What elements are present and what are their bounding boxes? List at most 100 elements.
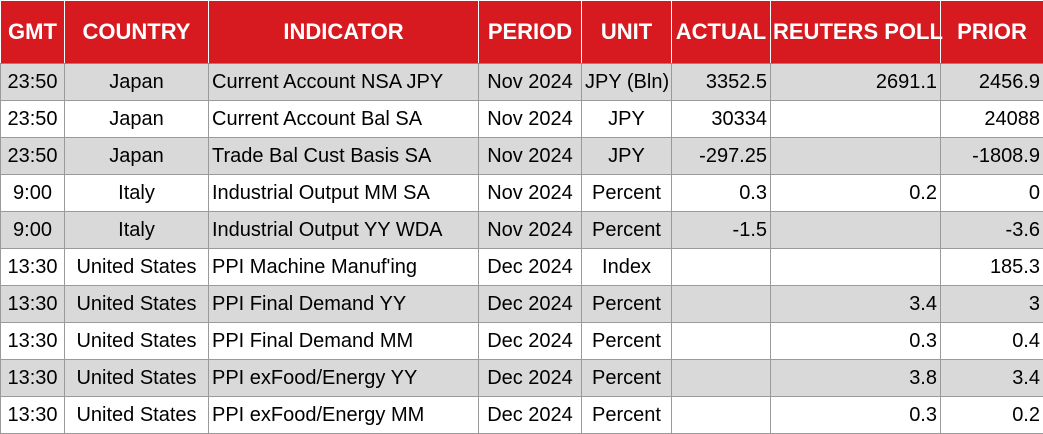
cell-prior: 3: [941, 286, 1043, 323]
cell-indicator: Current Account Bal SA: [209, 101, 479, 138]
cell-country: Italy: [65, 175, 209, 212]
cell-unit: Index: [582, 249, 672, 286]
table-row: 23:50 Japan Trade Bal Cust Basis SA Nov …: [1, 138, 1043, 175]
cell-indicator: PPI Final Demand MM: [209, 323, 479, 360]
cell-gmt: 13:30: [1, 323, 65, 360]
cell-actual: [672, 360, 771, 397]
cell-actual: 30334: [672, 101, 771, 138]
table-row: 13:30 United States PPI Machine Manuf'in…: [1, 249, 1043, 286]
cell-reuters-poll: 3.8: [771, 360, 941, 397]
table-row: 9:00 Italy Industrial Output YY WDA Nov …: [1, 212, 1043, 249]
cell-indicator: PPI exFood/Energy MM: [209, 397, 479, 434]
cell-gmt: 23:50: [1, 101, 65, 138]
cell-unit: Percent: [582, 323, 672, 360]
cell-unit: Percent: [582, 212, 672, 249]
cell-actual: 0.3: [672, 175, 771, 212]
table-row: 13:30 United States PPI exFood/Energy YY…: [1, 360, 1043, 397]
cell-indicator: PPI Final Demand YY: [209, 286, 479, 323]
header-indicator: INDICATOR: [209, 1, 479, 64]
cell-reuters-poll: [771, 212, 941, 249]
cell-actual: [672, 286, 771, 323]
cell-reuters-poll: 0.3: [771, 323, 941, 360]
table-row: 13:30 United States PPI exFood/Energy MM…: [1, 397, 1043, 434]
cell-gmt: 9:00: [1, 175, 65, 212]
cell-actual: [672, 249, 771, 286]
cell-period: Dec 2024: [479, 249, 582, 286]
table-row: 13:30 United States PPI Final Demand MM …: [1, 323, 1043, 360]
cell-actual: [672, 397, 771, 434]
cell-indicator: Industrial Output YY WDA: [209, 212, 479, 249]
cell-period: Dec 2024: [479, 286, 582, 323]
cell-unit: JPY: [582, 138, 672, 175]
table-row: 9:00 Italy Industrial Output MM SA Nov 2…: [1, 175, 1043, 212]
header-unit: UNIT: [582, 1, 672, 64]
cell-reuters-poll: [771, 101, 941, 138]
cell-period: Dec 2024: [479, 397, 582, 434]
cell-unit: JPY (Bln): [582, 64, 672, 101]
header-row: GMT COUNTRY INDICATOR PERIOD UNIT ACTUAL…: [1, 1, 1043, 64]
cell-prior: 3.4: [941, 360, 1043, 397]
cell-unit: Percent: [582, 360, 672, 397]
cell-gmt: 13:30: [1, 397, 65, 434]
cell-period: Nov 2024: [479, 138, 582, 175]
cell-unit: Percent: [582, 175, 672, 212]
cell-country: United States: [65, 249, 209, 286]
cell-indicator: PPI exFood/Energy YY: [209, 360, 479, 397]
cell-period: Nov 2024: [479, 101, 582, 138]
cell-prior: 0.2: [941, 397, 1043, 434]
cell-reuters-poll: 3.4: [771, 286, 941, 323]
cell-prior: -3.6: [941, 212, 1043, 249]
cell-period: Nov 2024: [479, 212, 582, 249]
cell-gmt: 13:30: [1, 360, 65, 397]
cell-actual: [672, 323, 771, 360]
table-body: 23:50 Japan Current Account NSA JPY Nov …: [1, 64, 1043, 434]
cell-gmt: 23:50: [1, 64, 65, 101]
cell-prior: 2456.9: [941, 64, 1043, 101]
cell-unit: JPY: [582, 101, 672, 138]
cell-reuters-poll: 0.3: [771, 397, 941, 434]
cell-period: Nov 2024: [479, 175, 582, 212]
cell-prior: -1808.9: [941, 138, 1043, 175]
table-row: 23:50 Japan Current Account Bal SA Nov 2…: [1, 101, 1043, 138]
cell-prior: 0.4: [941, 323, 1043, 360]
header-actual: ACTUAL: [672, 1, 771, 64]
cell-indicator: Trade Bal Cust Basis SA: [209, 138, 479, 175]
cell-country: United States: [65, 360, 209, 397]
cell-country: United States: [65, 397, 209, 434]
table-header: GMT COUNTRY INDICATOR PERIOD UNIT ACTUAL…: [1, 1, 1043, 64]
table-row: 23:50 Japan Current Account NSA JPY Nov …: [1, 64, 1043, 101]
cell-period: Dec 2024: [479, 360, 582, 397]
header-gmt: GMT: [1, 1, 65, 64]
cell-unit: Percent: [582, 286, 672, 323]
cell-gmt: 13:30: [1, 249, 65, 286]
header-country: COUNTRY: [65, 1, 209, 64]
cell-period: Dec 2024: [479, 323, 582, 360]
header-reuters-poll: REUTERS POLL: [771, 1, 941, 64]
header-period: PERIOD: [479, 1, 582, 64]
cell-indicator: Current Account NSA JPY: [209, 64, 479, 101]
cell-gmt: 13:30: [1, 286, 65, 323]
cell-reuters-poll: [771, 138, 941, 175]
cell-gmt: 9:00: [1, 212, 65, 249]
cell-prior: 0: [941, 175, 1043, 212]
cell-gmt: 23:50: [1, 138, 65, 175]
cell-unit: Percent: [582, 397, 672, 434]
cell-reuters-poll: 2691.1: [771, 64, 941, 101]
cell-country: United States: [65, 323, 209, 360]
cell-country: Italy: [65, 212, 209, 249]
cell-country: Japan: [65, 101, 209, 138]
cell-country: United States: [65, 286, 209, 323]
cell-actual: -297.25: [672, 138, 771, 175]
cell-indicator: Industrial Output MM SA: [209, 175, 479, 212]
cell-country: Japan: [65, 64, 209, 101]
cell-prior: 24088: [941, 101, 1043, 138]
cell-country: Japan: [65, 138, 209, 175]
cell-actual: -1.5: [672, 212, 771, 249]
table-row: 13:30 United States PPI Final Demand YY …: [1, 286, 1043, 323]
cell-reuters-poll: [771, 249, 941, 286]
cell-period: Nov 2024: [479, 64, 582, 101]
header-prior: PRIOR: [941, 1, 1043, 64]
cell-indicator: PPI Machine Manuf'ing: [209, 249, 479, 286]
cell-reuters-poll: 0.2: [771, 175, 941, 212]
